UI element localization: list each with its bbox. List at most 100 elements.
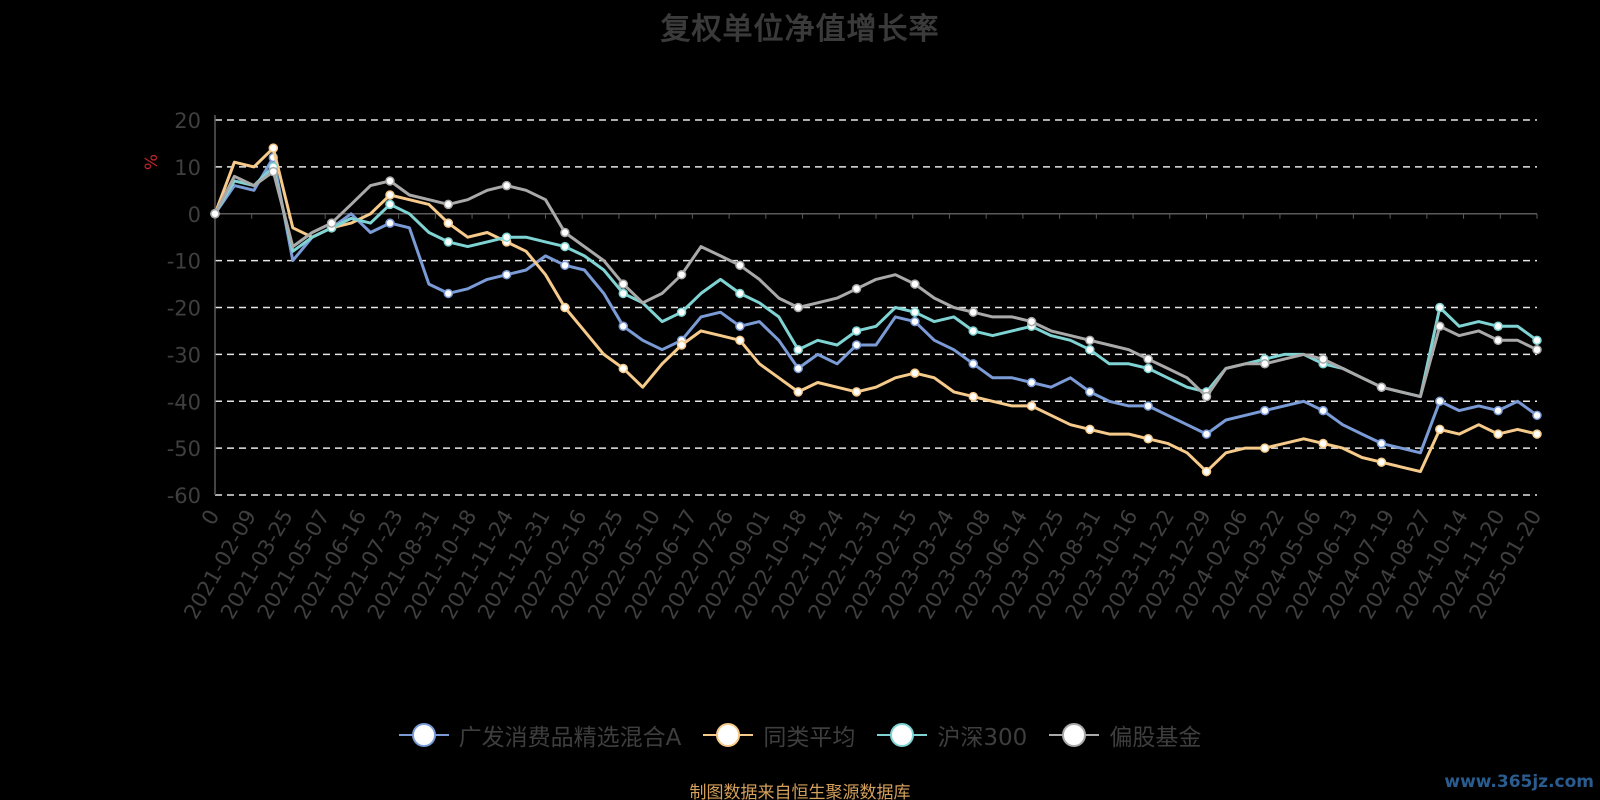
data-point <box>443 237 454 247</box>
data-point <box>676 307 687 317</box>
data-point <box>968 391 978 402</box>
data-point <box>1532 335 1542 346</box>
y-tick-label: 0 <box>188 203 201 227</box>
data-point <box>618 279 629 289</box>
data-point <box>501 180 512 191</box>
y-tick-label: -40 <box>167 390 201 414</box>
grid-layer <box>215 119 1537 496</box>
data-point <box>793 344 803 355</box>
data-point <box>1085 424 1095 435</box>
series-4 <box>210 166 1542 402</box>
data-point <box>735 260 745 271</box>
data-point <box>1493 335 1503 346</box>
data-point <box>210 209 220 219</box>
data-point <box>1260 443 1270 453</box>
data-point <box>793 302 803 313</box>
data-point <box>1201 466 1212 477</box>
y-tick-label: -60 <box>167 484 201 508</box>
data-point <box>1435 302 1445 313</box>
data-point <box>910 316 920 327</box>
data-point <box>443 218 454 228</box>
data-point <box>385 218 395 228</box>
legend-item-3[interactable]: 沪深300 <box>877 718 1027 752</box>
data-point <box>676 269 687 280</box>
legend-marker-icon <box>703 722 754 748</box>
data-point <box>1026 401 1037 411</box>
y-tick-label: 20 <box>174 109 201 133</box>
data-point <box>1532 410 1542 421</box>
data-point <box>968 307 978 317</box>
line-chart: 20100-10-20-30-40-50-6002021-02-092021-0… <box>142 109 1546 623</box>
data-point <box>735 335 745 346</box>
data-point <box>326 218 337 228</box>
series-layer <box>210 143 1542 477</box>
data-point <box>851 326 862 336</box>
chart-title: 复权单位净值增长率 <box>660 12 940 47</box>
data-point <box>1143 363 1153 374</box>
data-point <box>1376 438 1387 449</box>
data-point <box>851 284 862 294</box>
data-point <box>735 288 745 299</box>
watermark: www.365jz.com <box>1444 772 1594 792</box>
data-point <box>385 199 395 210</box>
data-point <box>793 387 803 397</box>
source-note: 制图数据来自恒生聚源数据库 <box>689 783 911 800</box>
data-point <box>1493 321 1503 331</box>
data-point <box>910 279 920 289</box>
legend-item-2[interactable]: 同类平均 <box>703 718 855 752</box>
data-point <box>1260 359 1270 369</box>
data-point <box>851 387 862 397</box>
y-tick-label: -20 <box>167 297 201 321</box>
y-tick-label: -30 <box>167 343 201 367</box>
data-point <box>443 288 454 299</box>
data-point <box>1318 354 1328 364</box>
data-point <box>1318 438 1328 449</box>
y-tick-label: -10 <box>167 250 201 274</box>
data-point <box>268 143 279 153</box>
data-point <box>618 288 629 299</box>
data-point <box>385 190 395 200</box>
data-point <box>1143 354 1153 364</box>
legend-marker-icon <box>398 722 449 748</box>
data-point <box>1532 429 1542 439</box>
series-line <box>213 156 1538 455</box>
data-point <box>1493 405 1503 416</box>
legend-item-4[interactable]: 偏股基金 <box>1049 718 1201 752</box>
legend-marker-icon <box>877 722 928 748</box>
data-point <box>1085 335 1095 346</box>
data-point <box>560 260 570 271</box>
data-point <box>1493 429 1503 439</box>
data-point <box>968 359 978 369</box>
data-point <box>735 321 745 331</box>
data-point <box>618 363 629 374</box>
data-point <box>1201 391 1212 402</box>
x-tick-label: 0 <box>197 506 224 530</box>
data-point <box>1532 344 1542 355</box>
series-line <box>213 170 1538 399</box>
data-point <box>268 166 279 177</box>
data-point <box>1376 457 1387 467</box>
legend-marker-icon <box>1049 722 1100 748</box>
data-point <box>501 232 512 242</box>
series-1 <box>210 152 1542 455</box>
legend-label: 偏股基金 <box>1109 725 1202 751</box>
data-point <box>1435 424 1445 435</box>
legend-label: 广发消费品精选混合A <box>458 725 682 751</box>
data-point <box>1260 405 1270 416</box>
data-point <box>1435 321 1445 331</box>
series-line <box>213 146 1538 474</box>
data-point <box>501 269 512 280</box>
legend: 广发消费品精选混合A 同类平均 沪深300 偏股基金 <box>0 718 1600 752</box>
data-point <box>1376 382 1387 392</box>
series-line <box>213 165 1538 399</box>
legend-item-1[interactable]: 广发消费品精选混合A <box>398 718 682 752</box>
y-axis-label: % <box>142 154 162 170</box>
data-point <box>676 340 687 350</box>
data-point <box>910 307 920 317</box>
data-point <box>1085 344 1095 355</box>
data-point <box>793 363 803 374</box>
y-tick-label: 10 <box>174 156 201 180</box>
data-point <box>560 302 570 313</box>
data-point <box>560 241 570 252</box>
